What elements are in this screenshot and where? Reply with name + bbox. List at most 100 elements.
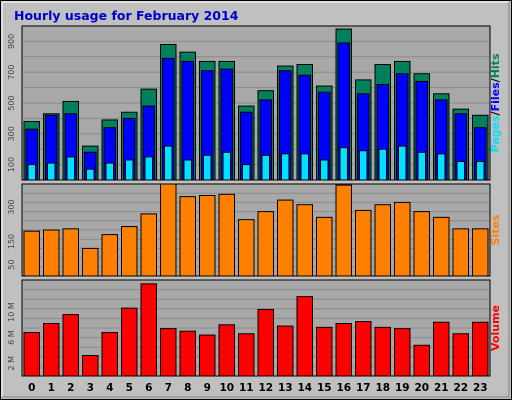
bar-pages-17 bbox=[359, 150, 368, 181]
x-tick-label-21: 21 bbox=[434, 382, 449, 394]
bar-sites-4 bbox=[101, 234, 118, 277]
bar-volume-0 bbox=[23, 331, 40, 377]
bar-sites-7 bbox=[160, 183, 177, 277]
y-tick-label-sites: 300 bbox=[7, 199, 16, 214]
y-tick-label-sites: 50 bbox=[7, 259, 16, 269]
bar-pages-23 bbox=[476, 161, 485, 181]
bar-pages-13 bbox=[281, 153, 290, 181]
x-tick-label-2: 2 bbox=[67, 382, 74, 394]
y-tick-label-hits-files-pages: 900 bbox=[7, 34, 16, 49]
bar-sites-12 bbox=[257, 211, 274, 277]
label-separator: / bbox=[489, 110, 502, 115]
x-tick-label-3: 3 bbox=[87, 382, 94, 394]
bar-volume-9 bbox=[199, 334, 216, 377]
bar-pages-2 bbox=[66, 156, 75, 181]
bar-volume-23 bbox=[472, 321, 489, 377]
x-tick-label-7: 7 bbox=[165, 382, 172, 394]
bar-volume-10 bbox=[218, 324, 235, 377]
x-tick-label-14: 14 bbox=[297, 382, 312, 394]
x-tick-label-23: 23 bbox=[473, 382, 488, 394]
bar-volume-5 bbox=[121, 307, 138, 377]
x-tick-label-5: 5 bbox=[126, 382, 133, 394]
bar-volume-8 bbox=[179, 330, 196, 377]
bar-volume-17 bbox=[355, 321, 372, 377]
legend-label-volume: Volume bbox=[489, 305, 502, 351]
bar-pages-3 bbox=[86, 168, 95, 181]
y-tick-label-sites: 150 bbox=[7, 234, 16, 249]
x-tick-label-12: 12 bbox=[258, 382, 273, 394]
plot-border-volume bbox=[21, 279, 491, 377]
bar-sites-14 bbox=[296, 204, 313, 277]
bar-sites-8 bbox=[179, 196, 196, 277]
x-tick-label-9: 9 bbox=[204, 382, 211, 394]
bar-pages-22 bbox=[456, 161, 465, 181]
bar-pages-9 bbox=[203, 154, 212, 181]
bar-volume-2 bbox=[62, 314, 79, 377]
bar-pages-12 bbox=[261, 154, 270, 181]
bar-sites-19 bbox=[394, 201, 411, 277]
x-tick-label-13: 13 bbox=[278, 382, 293, 394]
x-tick-label-8: 8 bbox=[184, 382, 191, 394]
bar-sites-17 bbox=[355, 209, 372, 277]
bar-pages-4 bbox=[105, 162, 114, 181]
x-tick-label-19: 19 bbox=[395, 382, 410, 394]
y-axis-label-sites: Sites bbox=[489, 214, 502, 245]
legend-label-hits: Hits bbox=[489, 53, 502, 78]
bar-pages-7 bbox=[164, 145, 173, 181]
bar-pages-14 bbox=[300, 153, 309, 181]
bar-volume-14 bbox=[296, 296, 313, 377]
bar-pages-10 bbox=[222, 151, 231, 181]
bar-volume-13 bbox=[277, 325, 294, 377]
bar-volume-22 bbox=[452, 333, 469, 377]
bar-sites-22 bbox=[452, 228, 469, 277]
bar-pages-0 bbox=[27, 164, 36, 181]
bar-sites-10 bbox=[218, 193, 235, 277]
y-axis-label-hits-files-pages: Pages/Files/Hits bbox=[489, 53, 502, 152]
bar-sites-13 bbox=[277, 199, 294, 277]
y-tick-label-hits-files-pages: 500 bbox=[7, 95, 16, 110]
bar-volume-18 bbox=[374, 326, 391, 377]
bar-pages-5 bbox=[125, 159, 134, 181]
x-tick-label-0: 0 bbox=[28, 382, 35, 394]
bar-pages-16 bbox=[339, 147, 348, 181]
bar-sites-1 bbox=[43, 229, 60, 277]
x-tick-label-11: 11 bbox=[239, 382, 254, 394]
bar-sites-21 bbox=[433, 216, 450, 277]
bar-sites-23 bbox=[472, 228, 489, 277]
x-tick-label-20: 20 bbox=[414, 382, 429, 394]
bar-volume-16 bbox=[335, 323, 352, 377]
x-tick-label-6: 6 bbox=[145, 382, 152, 394]
bar-volume-20 bbox=[413, 344, 430, 377]
legend-label-pages: Pages bbox=[489, 115, 502, 153]
bar-sites-11 bbox=[238, 219, 255, 277]
bar-sites-6 bbox=[140, 213, 157, 277]
bar-volume-4 bbox=[101, 331, 118, 377]
bar-volume-11 bbox=[238, 333, 255, 377]
y-tick-label-hits-files-pages: 100 bbox=[7, 157, 16, 172]
x-tick-label-4: 4 bbox=[106, 382, 113, 394]
x-tick-label-1: 1 bbox=[48, 382, 55, 394]
bar-pages-15 bbox=[320, 159, 329, 181]
plot-border-hits-files-pages bbox=[21, 25, 491, 181]
x-tick-label-18: 18 bbox=[375, 382, 390, 394]
bar-sites-18 bbox=[374, 204, 391, 277]
bar-sites-5 bbox=[121, 226, 138, 277]
y-axis-label-volume: Volume bbox=[489, 305, 502, 351]
bar-pages-11 bbox=[242, 164, 251, 181]
x-tick-label-17: 17 bbox=[356, 382, 371, 394]
bar-sites-9 bbox=[199, 195, 216, 277]
bar-volume-6 bbox=[140, 283, 157, 377]
y-tick-label-volume: 6 M bbox=[7, 330, 16, 345]
bar-volume-19 bbox=[394, 328, 411, 377]
bar-volume-1 bbox=[43, 323, 60, 377]
x-tick-label-15: 15 bbox=[317, 382, 332, 394]
x-tick-label-22: 22 bbox=[453, 382, 468, 394]
bar-volume-7 bbox=[160, 328, 177, 377]
x-tick-label-10: 10 bbox=[219, 382, 234, 394]
bar-pages-8 bbox=[183, 159, 192, 181]
plot-border-sites bbox=[21, 183, 491, 277]
y-tick-label-hits-files-pages: 300 bbox=[7, 126, 16, 141]
bar-sites-16 bbox=[335, 184, 352, 277]
bar-pages-6 bbox=[144, 156, 153, 181]
legend-label-sites: Sites bbox=[489, 214, 502, 245]
